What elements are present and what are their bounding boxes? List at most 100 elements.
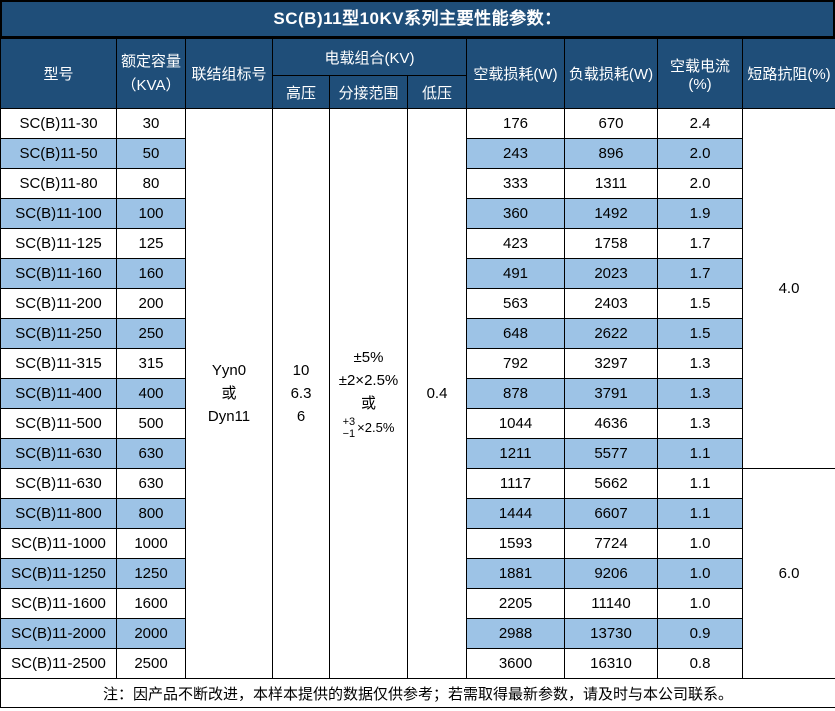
capacity-cell: 160 (116, 258, 186, 289)
no-load-current-cell: 1.7 (657, 228, 743, 259)
model-cell: SC(B)11-630 (0, 438, 117, 469)
table-row: SC(B)11-125 125 423 1758 1.7 (0, 228, 835, 259)
capacity-cell: 400 (116, 378, 186, 409)
col-header-tap-range: 分接范围 (329, 75, 408, 109)
model-cell: SC(B)11-630 (0, 468, 117, 499)
tap-range-cell: ±5% ±2×2.5% 或 +3 −1 ×2.5% (329, 108, 408, 679)
no-load-current-cell: 0.8 (657, 648, 743, 679)
no-load-loss-cell: 2205 (466, 588, 565, 619)
no-load-current-cell: 1.3 (657, 408, 743, 439)
table-header: 型号 额定容量 （KVA） 联结组标号 电载组合(KV) 空载损耗(W) 负载损… (0, 38, 835, 109)
no-load-current-cell: 1.9 (657, 198, 743, 229)
capacity-cell: 1600 (116, 588, 186, 619)
model-cell: SC(B)11-125 (0, 228, 117, 259)
no-load-current-cell: 2.4 (657, 108, 743, 139)
table-row: SC(B)11-1000 1000 1593 7724 1.0 (0, 528, 835, 559)
load-loss-cell: 6607 (564, 498, 658, 529)
table-row: SC(B)11-500 500 1044 4636 1.3 (0, 408, 835, 439)
tap-line-1: ±5% (353, 348, 384, 366)
no-load-loss-cell: 176 (466, 108, 565, 139)
load-loss-cell: 16310 (564, 648, 658, 679)
capacity-cell: 630 (116, 468, 186, 499)
load-loss-cell: 896 (564, 138, 658, 169)
table-row: SC(B)11-100 100 360 1492 1.9 (0, 198, 835, 229)
tap-fraction: +3 −1 ×2.5% (343, 416, 395, 441)
no-load-current-cell: 0.9 (657, 618, 743, 649)
no-load-loss-cell: 1593 (466, 528, 565, 559)
no-load-current-cell: 1.3 (657, 378, 743, 409)
table-row: SC(B)11-630 630 1117 5662 1.1 6.0 (0, 468, 835, 679)
no-load-current-cell: 1.5 (657, 318, 743, 349)
tap-line-3: 或 (360, 395, 376, 413)
connection-cell: Yyn0 或 Dyn11 (185, 108, 273, 679)
no-load-loss-cell: 1117 (466, 468, 565, 499)
capacity-cell: 1250 (116, 558, 186, 589)
capacity-cell: 800 (116, 498, 186, 529)
capacity-cell: 630 (116, 438, 186, 469)
no-load-loss-cell: 491 (466, 258, 565, 289)
tap-fraction-suffix: ×2.5% (357, 420, 395, 436)
model-cell: SC(B)11-250 (0, 318, 117, 349)
table-row: SC(B)11-250 250 648 2622 1.5 (0, 318, 835, 349)
col-header-hv: 高压 (272, 75, 330, 109)
col-header-no-load-loss: 空载损耗(W) (466, 38, 565, 109)
footer-note: 注：因产品不断改进，本样本提供的数据仅供参考；若需取得最新参数，请及时与本公司联… (0, 678, 835, 708)
model-cell: SC(B)11-160 (0, 258, 117, 289)
tap-line-2: ±2×2.5% (338, 372, 399, 390)
no-load-current-cell: 1.0 (657, 558, 743, 589)
table-row: SC(B)11-1600 1600 2205 11140 1.0 (0, 588, 835, 619)
capacity-cell: 2500 (116, 648, 186, 679)
model-cell: SC(B)11-400 (0, 378, 117, 409)
capacity-cell: 500 (116, 408, 186, 439)
col-header-load-group: 电载组合(KV) (272, 38, 467, 76)
load-loss-cell: 11140 (564, 588, 658, 619)
capacity-cell: 80 (116, 168, 186, 199)
no-load-current-cell: 2.0 (657, 168, 743, 199)
load-loss-cell: 2622 (564, 318, 658, 349)
no-load-loss-cell: 333 (466, 168, 565, 199)
impedance-cell: 6.0 (742, 468, 835, 679)
capacity-cell: 2000 (116, 618, 186, 649)
model-cell: SC(B)11-30 (0, 108, 117, 139)
no-load-loss-cell: 1881 (466, 558, 565, 589)
load-loss-cell: 2403 (564, 288, 658, 319)
no-load-loss-cell: 1044 (466, 408, 565, 439)
load-loss-cell: 4636 (564, 408, 658, 439)
load-loss-cell: 1758 (564, 228, 658, 259)
no-load-current-cell: 1.7 (657, 258, 743, 289)
col-header-lv: 低压 (407, 75, 467, 109)
no-load-current-cell: 1.0 (657, 528, 743, 559)
spec-table: 型号 额定容量 （KVA） 联结组标号 电载组合(KV) 空载损耗(W) 负载损… (0, 38, 835, 708)
no-load-loss-cell: 1211 (466, 438, 565, 469)
load-loss-cell: 1492 (564, 198, 658, 229)
header-row-2: 高压 分接范围 低压 (1, 75, 835, 109)
capacity-cell: 250 (116, 318, 186, 349)
model-cell: SC(B)11-2000 (0, 618, 117, 649)
table-body: SC(B)11-30 30 Yyn0 或 Dyn11 10 6.3 6 ±5% ±2×… (0, 108, 835, 679)
load-loss-cell: 670 (564, 108, 658, 139)
capacity-cell: 30 (116, 108, 186, 139)
capacity-cell: 125 (116, 228, 186, 259)
hv-cell: 10 6.3 6 (272, 108, 330, 679)
tap-fraction-bottom: −1 (342, 428, 356, 441)
load-loss-cell: 5662 (564, 468, 658, 499)
col-header-no-load-current: 空载电流(%) (657, 38, 743, 109)
no-load-current-cell: 1.5 (657, 288, 743, 319)
model-cell: SC(B)11-1600 (0, 588, 117, 619)
model-cell: SC(B)11-2500 (0, 648, 117, 679)
table-row: SC(B)11-200 200 563 2403 1.5 (0, 288, 835, 319)
capacity-cell: 200 (116, 288, 186, 319)
table-row: SC(B)11-50 50 243 896 2.0 (0, 138, 835, 169)
table-row: SC(B)11-30 30 Yyn0 或 Dyn11 10 6.3 6 ±5% ±2×… (0, 108, 835, 679)
col-header-model: 型号 (0, 38, 117, 109)
capacity-cell: 1000 (116, 528, 186, 559)
col-header-connection: 联结组标号 (185, 38, 273, 109)
lv-cell: 0.4 (407, 108, 467, 679)
load-loss-cell: 1311 (564, 168, 658, 199)
load-loss-cell: 7724 (564, 528, 658, 559)
load-loss-cell: 5577 (564, 438, 658, 469)
no-load-current-cell: 1.0 (657, 588, 743, 619)
model-cell: SC(B)11-200 (0, 288, 117, 319)
no-load-loss-cell: 2988 (466, 618, 565, 649)
